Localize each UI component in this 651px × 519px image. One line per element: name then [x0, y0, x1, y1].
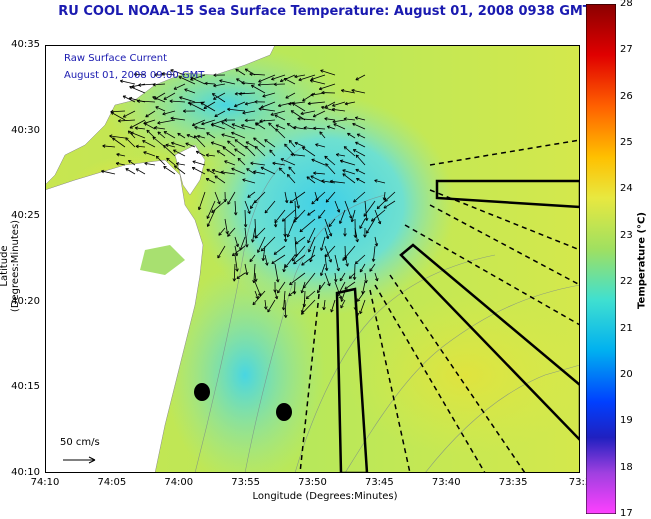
x-tick-label: 73:35	[488, 477, 538, 488]
map-title: RU COOL NOAA–15 Sea Surface Temperature:…	[45, 4, 605, 19]
x-axis-title: Longitude (Degrees:Minutes)	[225, 491, 425, 502]
sst-map	[45, 45, 580, 473]
colorbar-tick-label: 26	[620, 91, 633, 102]
legend-timestamp: August 01, 2008 09:00 GMT	[64, 70, 204, 81]
legend-raw-current: Raw Surface Current	[64, 53, 167, 64]
colorbar-tick-label: 27	[620, 44, 633, 55]
buoy-marker	[194, 383, 210, 401]
x-tick-label: 74:10	[20, 477, 70, 488]
colorbar-tick-label: 25	[620, 137, 633, 148]
x-tick-label: 73:45	[354, 477, 404, 488]
x-tick-label: 73:55	[221, 477, 271, 488]
y-tick-label: 40:15	[0, 381, 40, 392]
colorbar-tick-label: 21	[620, 323, 633, 334]
colorbar-gradient	[586, 4, 616, 514]
colorbar	[586, 4, 616, 514]
y-tick-label: 40:35	[0, 39, 40, 50]
buoy-marker	[276, 403, 292, 421]
colorbar-tick-label: 23	[620, 230, 633, 241]
colorbar-tick-label: 17	[620, 508, 633, 519]
colorbar-tick-label: 22	[620, 276, 633, 287]
colorbar-tick-label: 18	[620, 462, 633, 473]
colorbar-tick-label: 19	[620, 415, 633, 426]
x-tick-label: 73:50	[288, 477, 338, 488]
colorbar-tick-label: 24	[620, 183, 633, 194]
x-tick-label: 73:40	[421, 477, 471, 488]
y-tick-label: 40:30	[0, 125, 40, 136]
scale-label: 50 cm/s	[60, 437, 100, 448]
colorbar-tick-label: 28	[620, 0, 633, 9]
y-axis-title: Latitude (Degrees:Minutes)	[0, 201, 21, 331]
current-arrow	[294, 282, 295, 294]
colorbar-tick-label: 20	[620, 369, 633, 380]
x-tick-label: 74:00	[154, 477, 204, 488]
colorbar-title: Temperature (°C)	[637, 186, 648, 336]
x-tick-label: 74:05	[87, 477, 137, 488]
